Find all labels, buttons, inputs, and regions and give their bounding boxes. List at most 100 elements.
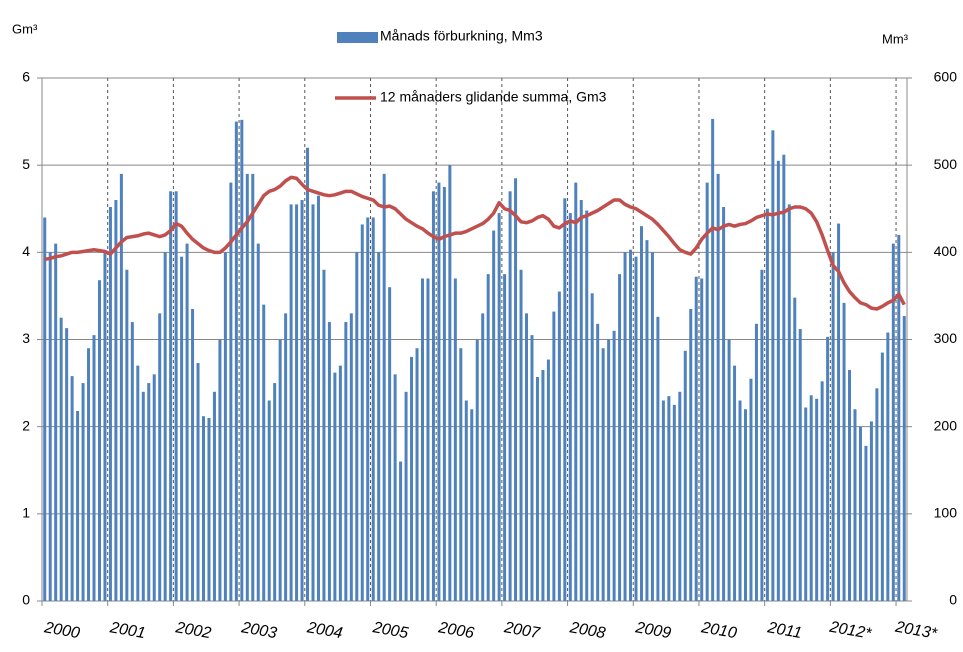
- y2-tick-label: 0: [949, 592, 957, 608]
- bar: [722, 207, 726, 602]
- x-tick-label: 2010: [699, 619, 738, 642]
- bar: [245, 173, 249, 601]
- bar: [826, 336, 830, 601]
- bar: [191, 308, 195, 601]
- bar: [579, 200, 583, 602]
- bar: [119, 173, 123, 601]
- bar: [349, 313, 353, 601]
- x-tick-label: 2003: [239, 619, 278, 642]
- bar: [43, 217, 47, 601]
- bar: [87, 348, 91, 601]
- bar: [815, 398, 819, 601]
- bar: [174, 191, 178, 602]
- y-tick-label: 5: [22, 156, 30, 172]
- bar: [442, 186, 446, 602]
- x-tick-label: 2004: [305, 619, 344, 642]
- y-tick-label: 6: [22, 69, 30, 85]
- bar: [453, 278, 457, 601]
- bar: [437, 182, 441, 601]
- bar: [158, 313, 162, 601]
- bar: [596, 323, 600, 601]
- bar: [667, 396, 671, 601]
- bar: [552, 311, 556, 601]
- y2-tick-label: 500: [934, 156, 958, 172]
- bar: [858, 426, 862, 601]
- bar: [218, 339, 222, 601]
- bar: [629, 249, 633, 602]
- bar: [136, 365, 140, 601]
- bar: [875, 388, 879, 601]
- bar: [284, 313, 288, 601]
- bar: [114, 200, 118, 602]
- bar: [344, 322, 348, 601]
- bar: [733, 365, 737, 601]
- bar: [760, 269, 764, 601]
- line: [44, 175, 906, 311]
- bar: [804, 407, 808, 601]
- x-tick-label: 2005: [371, 619, 410, 642]
- y-tick-label: 4: [22, 243, 30, 259]
- bar: [503, 274, 507, 601]
- bar: [656, 316, 660, 601]
- y-tick-label: 0: [22, 592, 30, 608]
- bar: [864, 445, 868, 601]
- bar: [76, 410, 80, 601]
- bar: [897, 234, 901, 601]
- bar: [108, 207, 112, 602]
- x-tick-label: 2013*: [893, 619, 939, 643]
- bar: [333, 372, 337, 601]
- x-tick-label: 2012*: [827, 619, 873, 643]
- bar: [459, 348, 463, 601]
- y-tick-label: 3: [22, 330, 30, 346]
- bar: [853, 409, 857, 601]
- y2-tick-label: 200: [934, 417, 958, 433]
- bar: [727, 339, 731, 601]
- bar: [809, 395, 813, 601]
- bar: [338, 365, 342, 601]
- bar: [223, 252, 227, 602]
- bar: [645, 240, 649, 601]
- bar: [902, 315, 906, 601]
- bar: [399, 461, 403, 601]
- bar: [180, 256, 184, 601]
- bar: [295, 204, 299, 601]
- bar: [880, 352, 884, 601]
- bar: [207, 417, 211, 601]
- bar: [377, 252, 381, 602]
- bar: [54, 243, 58, 601]
- bar: [689, 308, 693, 601]
- y-tick-label: 2: [22, 417, 30, 433]
- bar: [240, 119, 244, 601]
- bar: [590, 293, 594, 601]
- bar: [267, 400, 271, 601]
- bar: [327, 322, 331, 601]
- bar: [415, 348, 419, 601]
- bar: [169, 191, 173, 602]
- bar: [196, 363, 200, 601]
- bar: [612, 330, 616, 601]
- bar: [557, 291, 561, 601]
- y-axis-unit: Gm³: [12, 21, 38, 36]
- bar: [147, 383, 151, 601]
- y2-tick-label: 400: [934, 243, 958, 259]
- bar: [837, 223, 841, 601]
- bar: [48, 252, 52, 602]
- bar: [262, 304, 266, 601]
- bar: [448, 165, 452, 601]
- bar: [541, 370, 545, 601]
- bar: [776, 160, 780, 601]
- bar: [634, 256, 638, 601]
- bar: [574, 182, 578, 601]
- bar: [251, 173, 255, 601]
- bar: [705, 182, 709, 601]
- bar: [410, 356, 414, 601]
- bar: [229, 182, 233, 601]
- bar: [672, 404, 676, 601]
- bar: [765, 208, 769, 601]
- bar: [393, 374, 397, 601]
- bar: [316, 195, 320, 602]
- x-tick-label: 2001: [108, 619, 147, 642]
- bar: [486, 274, 490, 601]
- bar: [360, 224, 364, 601]
